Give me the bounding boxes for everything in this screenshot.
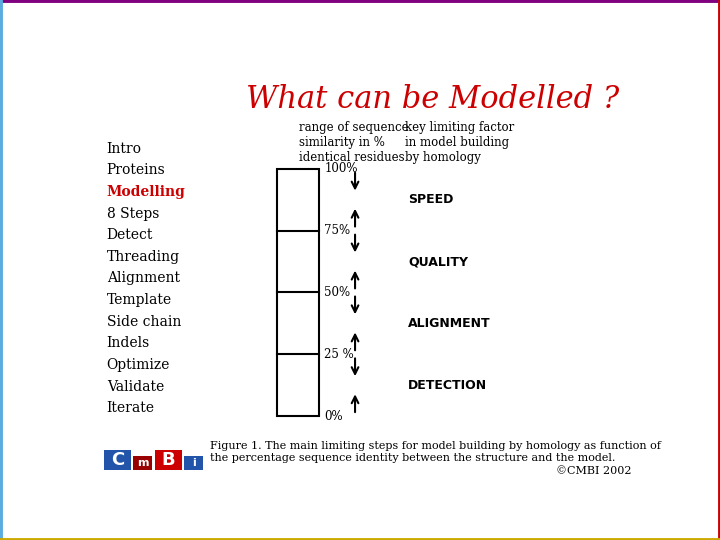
Text: 8 Steps: 8 Steps — [107, 207, 159, 220]
Text: range of sequence
similarity in %
identical residues: range of sequence similarity in % identi… — [300, 121, 409, 164]
Text: 75%: 75% — [324, 224, 351, 237]
Text: Alignment: Alignment — [107, 272, 180, 286]
Text: Modelling: Modelling — [107, 185, 186, 199]
Text: ©CMBI 2002: ©CMBI 2002 — [556, 467, 631, 476]
Text: Optimize: Optimize — [107, 358, 170, 372]
Text: i: i — [192, 458, 195, 468]
Text: Detect: Detect — [107, 228, 153, 242]
Text: QUALITY: QUALITY — [408, 255, 468, 268]
Text: Side chain: Side chain — [107, 315, 181, 329]
Text: Indels: Indels — [107, 336, 150, 350]
Text: 25 %: 25 % — [324, 348, 354, 361]
Bar — [184, 456, 203, 470]
Bar — [133, 456, 153, 470]
Text: Threading: Threading — [107, 250, 180, 264]
Text: Validate: Validate — [107, 380, 164, 394]
Text: key limiting factor
in model building
by homology: key limiting factor in model building by… — [405, 121, 515, 164]
Text: ALIGNMENT: ALIGNMENT — [408, 317, 491, 330]
Text: m: m — [137, 458, 148, 468]
Text: Iterate: Iterate — [107, 401, 155, 415]
Text: Proteins: Proteins — [107, 163, 166, 177]
Text: C: C — [111, 451, 124, 469]
Bar — [104, 450, 131, 470]
Text: 0%: 0% — [324, 410, 343, 423]
Text: Intro: Intro — [107, 141, 142, 156]
Text: Figure 1. The main limiting steps for model building by homology as function of
: Figure 1. The main limiting steps for mo… — [210, 441, 661, 463]
Text: DETECTION: DETECTION — [408, 379, 487, 392]
Text: 100%: 100% — [324, 162, 358, 176]
Text: B: B — [161, 451, 175, 469]
Text: SPEED: SPEED — [408, 193, 454, 206]
Text: 50%: 50% — [324, 286, 351, 299]
Text: What can be Modelled ?: What can be Modelled ? — [246, 84, 619, 114]
Bar — [155, 450, 181, 470]
Bar — [277, 168, 319, 416]
Text: Template: Template — [107, 293, 172, 307]
